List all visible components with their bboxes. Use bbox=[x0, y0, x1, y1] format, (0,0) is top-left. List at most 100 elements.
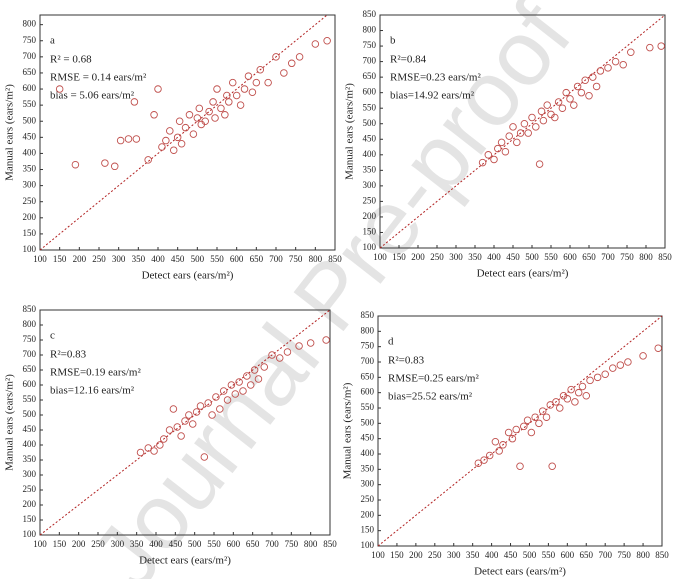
point bbox=[567, 385, 575, 394]
point bbox=[494, 144, 502, 153]
point bbox=[235, 378, 243, 386]
point bbox=[531, 413, 539, 421]
point bbox=[177, 140, 186, 148]
point bbox=[268, 351, 276, 359]
x-tick-label: 600 bbox=[230, 254, 244, 264]
point bbox=[654, 344, 662, 352]
y-tick-label: 700 bbox=[23, 51, 37, 61]
point bbox=[231, 390, 240, 398]
x-tick-label: 800 bbox=[639, 252, 653, 262]
point bbox=[516, 462, 524, 471]
point bbox=[162, 136, 170, 145]
x-tick-label: 450 bbox=[169, 539, 183, 549]
point bbox=[213, 85, 221, 93]
point bbox=[571, 398, 579, 406]
point bbox=[225, 98, 233, 106]
point bbox=[192, 408, 201, 416]
x-tick-label: 300 bbox=[111, 539, 125, 549]
point bbox=[604, 64, 612, 72]
point bbox=[272, 53, 280, 61]
point bbox=[542, 413, 551, 421]
y-tick-label: 700 bbox=[361, 356, 375, 366]
y-tick-label: 300 bbox=[23, 180, 37, 190]
point bbox=[177, 432, 185, 440]
point bbox=[495, 447, 503, 455]
annotation: R²=0.84 bbox=[390, 54, 427, 66]
point bbox=[657, 42, 665, 50]
point bbox=[173, 423, 182, 431]
panel: 100 150 200 250 300 350 400 450 500 550 600 650 700 7… bbox=[344, 9, 673, 279]
y-tick-label: 750 bbox=[23, 334, 37, 344]
point bbox=[311, 40, 320, 48]
point bbox=[524, 129, 532, 137]
x-tick-label: 450 bbox=[504, 550, 518, 560]
point bbox=[596, 67, 605, 75]
point bbox=[306, 339, 315, 347]
x-tick-label: 500 bbox=[523, 550, 537, 560]
point bbox=[252, 78, 261, 87]
x-tick-label: 750 bbox=[285, 539, 299, 549]
point bbox=[156, 441, 164, 449]
point bbox=[508, 434, 517, 443]
panel-label: c bbox=[50, 330, 55, 342]
y-tick-label: 750 bbox=[361, 341, 375, 351]
x-tick-label: 450 bbox=[171, 254, 185, 264]
point bbox=[232, 91, 241, 100]
y-tick-label: 500 bbox=[23, 409, 37, 419]
x-tick-label: 200 bbox=[73, 254, 87, 264]
x-tick-label: 350 bbox=[468, 252, 482, 262]
y-tick-label: 800 bbox=[361, 325, 375, 335]
y-tick-label: 500 bbox=[363, 118, 377, 128]
x-tick-label: 200 bbox=[411, 252, 425, 262]
point bbox=[491, 437, 500, 446]
x-tick-label: 450 bbox=[506, 252, 520, 262]
point bbox=[532, 123, 540, 131]
point bbox=[144, 444, 153, 452]
point bbox=[280, 69, 288, 77]
y-tick-label: 100 bbox=[23, 529, 37, 539]
x-tick-label: 150 bbox=[392, 252, 406, 262]
annotation: bias = 5.06 ears/m² bbox=[50, 90, 135, 102]
point bbox=[627, 48, 635, 57]
x-tick-label: 150 bbox=[53, 254, 67, 264]
x-tick-label: 600 bbox=[563, 252, 577, 262]
point bbox=[535, 160, 544, 168]
point bbox=[201, 117, 209, 125]
point bbox=[132, 135, 141, 143]
point bbox=[256, 65, 265, 74]
y-tick-label: 400 bbox=[23, 439, 37, 449]
annotation: RMSE = 0.14 ears/m² bbox=[50, 72, 147, 84]
point bbox=[181, 417, 189, 425]
point bbox=[538, 407, 547, 415]
y-tick-label: 850 bbox=[23, 304, 37, 314]
point bbox=[217, 104, 225, 113]
y-tick-label: 350 bbox=[23, 454, 37, 464]
point bbox=[485, 451, 494, 460]
point bbox=[577, 88, 586, 97]
y-tick-label: 250 bbox=[363, 195, 377, 205]
point bbox=[136, 448, 145, 457]
point bbox=[264, 78, 272, 87]
point bbox=[535, 419, 543, 428]
x-tick-label: 550 bbox=[210, 254, 224, 264]
point bbox=[223, 396, 232, 404]
y-axis-label: Manual ears (ears/m²) bbox=[342, 382, 354, 479]
annotation: bias=14.92 ears/m² bbox=[390, 90, 475, 102]
annotation: RMSE=0.23 ears/m² bbox=[390, 72, 481, 84]
x-tick-label: 800 bbox=[309, 254, 323, 264]
x-tick-label: 250 bbox=[91, 539, 105, 549]
x-tick-label: 400 bbox=[149, 539, 163, 549]
point bbox=[169, 405, 178, 413]
y-tick-label: 150 bbox=[363, 227, 377, 237]
panel: 100 150 200 250 300 350 400 450 500 550 600 650 700 7… bbox=[4, 304, 338, 566]
point bbox=[581, 76, 589, 84]
plot-frame bbox=[377, 315, 663, 547]
y-tick-label: 550 bbox=[363, 102, 377, 112]
point bbox=[250, 366, 259, 374]
x-tick-label: 700 bbox=[265, 539, 279, 549]
y-tick-label: 400 bbox=[363, 149, 377, 159]
point bbox=[478, 158, 487, 167]
point bbox=[239, 387, 247, 395]
point bbox=[573, 82, 582, 91]
annotation: RMSE=0.19 ears/m² bbox=[50, 367, 141, 379]
